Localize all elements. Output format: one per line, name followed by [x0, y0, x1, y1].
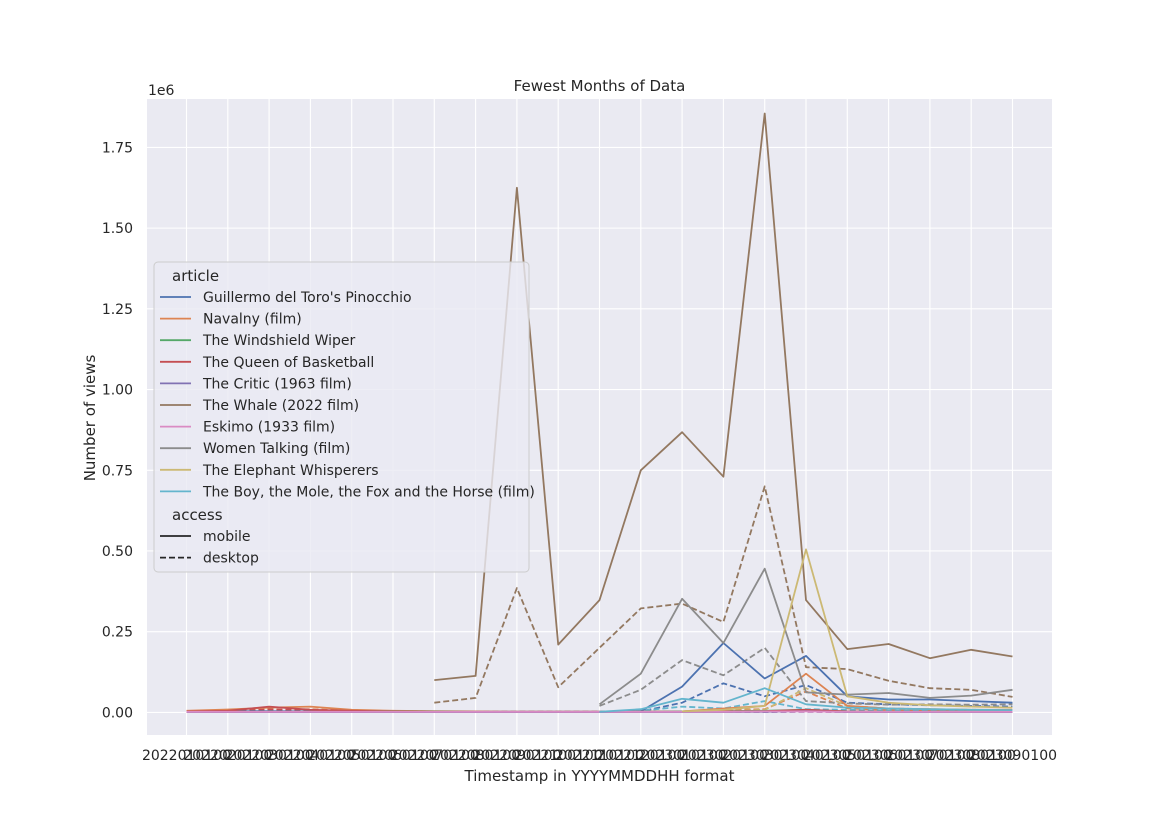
series-line-desktop	[434, 485, 1013, 704]
legend-entry-label: desktop	[203, 551, 259, 567]
series-lines	[186, 112, 1013, 713]
y-tick-label: 0.50	[102, 544, 133, 560]
legend-entry-label: The Critic (1963 film)	[202, 376, 352, 392]
legend-frame	[153, 261, 530, 573]
series-line-mobile	[599, 687, 1013, 713]
x-tick-label: 2023060100	[844, 748, 933, 764]
y-tick-label: 1.25	[102, 302, 133, 318]
y-tick-label: 0.25	[102, 625, 133, 641]
x-tick-label: 2022070100	[390, 748, 479, 764]
x-tick-label: 2022060100	[348, 748, 437, 764]
x-tick-label: 2022010100	[142, 748, 231, 764]
x-tick-label: 2023090100	[968, 748, 1057, 764]
y-tick-label: 1.75	[102, 140, 133, 156]
x-tick-label: 2022030100	[225, 748, 314, 764]
legend-access-entries: mobile desktop	[160, 529, 259, 567]
series-line-mobile	[682, 548, 1013, 713]
legend-entry-label: The Windshield Wiper	[202, 333, 355, 349]
x-tick-label: 2023080100	[927, 748, 1016, 764]
series-line-mobile	[434, 112, 1013, 681]
y-tick-label: 1.00	[102, 383, 133, 399]
legend-article-entries: Guillermo del Toro's Pinocchio Navalny (f…	[160, 290, 535, 500]
x-tick-label: 2022050100	[307, 748, 396, 764]
y-axis-ticks: 0.00 0.25 0.50 0.75 1.00 1.25 1.50 1.75	[102, 140, 133, 721]
legend-entry-label: Eskimo (1933 film)	[203, 420, 335, 436]
y-offset-label: 1e6	[148, 83, 175, 99]
legend-entry-label: mobile	[203, 529, 250, 545]
legend-entry-label: Navalny (film)	[203, 312, 302, 328]
x-tick-label: 2023030100	[720, 748, 809, 764]
legend-entry-label: The Elephant Whisperers	[202, 463, 379, 479]
legend-entry-label: The Queen of Basketball	[202, 355, 374, 371]
series-line-desktop	[599, 646, 1013, 707]
legend-title-article: article	[172, 267, 219, 285]
x-tick-label: 2022120100	[596, 748, 685, 764]
x-tick-label: 2023020100	[679, 748, 768, 764]
legend-entry-label: Women Talking (film)	[203, 441, 350, 457]
legend-title-access: access	[172, 506, 223, 524]
y-tick-label: 0.75	[102, 463, 133, 479]
x-tick-label: 2023070100	[885, 748, 974, 764]
chart-title: Fewest Months of Data	[514, 77, 686, 95]
x-axis-ticks: 2022010100202202010020220301002022040100…	[142, 748, 1057, 764]
x-tick-label: 2022020100	[183, 748, 272, 764]
x-tick-label: 2022100100	[514, 748, 603, 764]
legend-entry-label: Guillermo del Toro's Pinocchio	[203, 290, 412, 306]
x-tick-label: 2023040100	[761, 748, 850, 764]
legend-entry-label: The Whale (2022 film)	[202, 398, 359, 414]
x-tick-label: 2023010100	[638, 748, 727, 764]
y-axis-label: Number of views	[81, 355, 99, 482]
y-tick-label: 1.50	[102, 221, 133, 237]
legend: article Guillermo del Toro's Pinocchio Na…	[153, 261, 535, 573]
series-line-mobile	[598, 567, 1013, 706]
x-axis-label: Timestamp in YYYYMMDDHH format	[464, 767, 735, 785]
x-tick-label: 2022110100	[555, 748, 644, 764]
x-tick-label: 2022080100	[431, 748, 520, 764]
x-tick-label: 2022040100	[266, 748, 355, 764]
legend-entry-label: The Boy, the Mole, the Fox and the Horse…	[202, 484, 535, 500]
x-tick-label: 2023050100	[803, 748, 892, 764]
y-tick-label: 0.00	[102, 705, 133, 721]
x-tick-label: 2022090100	[472, 748, 561, 764]
